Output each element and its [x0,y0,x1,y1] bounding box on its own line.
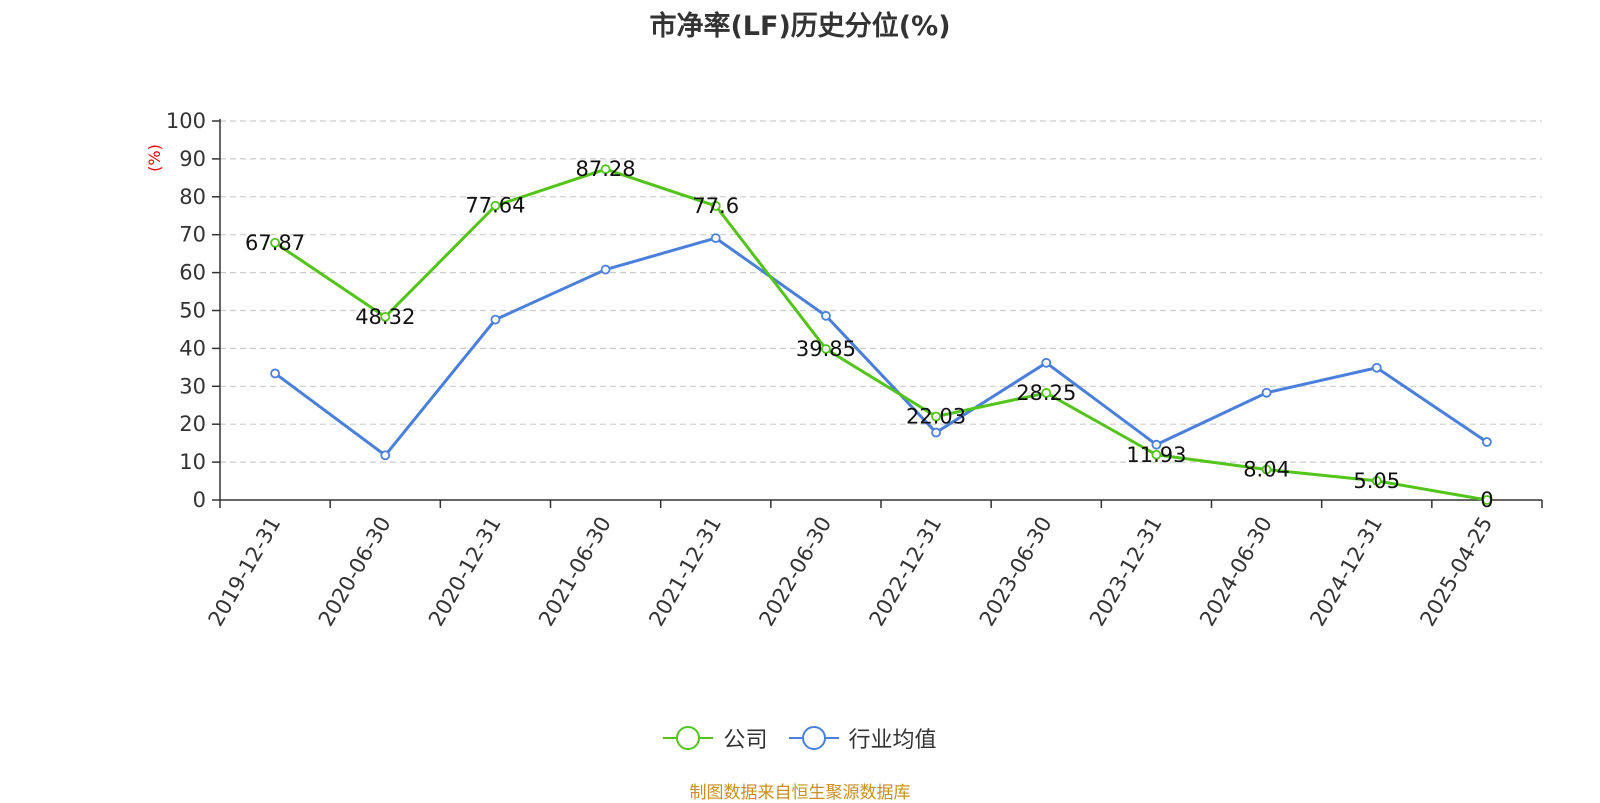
legend-item-company[interactable]: 公司 [663,722,767,754]
data-point-0 [821,344,831,354]
data-point-1 [490,314,501,325]
data-label: 77.64 [465,194,525,218]
y-tick-label: 20 [179,412,206,436]
legend-marker-company [663,726,714,750]
y-tick-label: 90 [179,147,206,171]
data-label: 87.28 [576,157,636,181]
data-point-0 [931,411,941,422]
data-point-0 [380,311,391,322]
data-point-1 [380,450,391,461]
x-tick-label: 2025-04-25 [1415,513,1497,631]
legend: 公司 行业均值 [0,722,1600,755]
data-label: 28.25 [1016,381,1076,405]
data-point-1 [931,427,941,438]
data-point-0 [1041,388,1052,398]
data-label: 67.87 [245,231,305,255]
source-note: 制图数据来自恒生聚源数据库 [689,783,911,803]
x-tick-label: 2020-12-31 [424,513,506,631]
data-label: 0 [1480,488,1493,512]
y-tick-label: 100 [166,109,206,133]
data-label: 5.05 [1353,469,1400,493]
data-label: 77.6 [692,194,739,218]
data-point-0 [710,200,721,211]
y-tick-label: 60 [179,261,206,285]
data-point-1 [1151,439,1162,450]
data-label: 39.85 [796,337,856,361]
data-point-1 [821,310,831,321]
data-point-1 [1482,437,1492,447]
legend-label-industry-avg: 行业均值 [848,728,937,753]
x-tick-label: 2023-06-30 [975,513,1057,631]
data-label: 8.04 [1243,458,1290,482]
data-point-0 [600,164,611,175]
chart-title: 市净率(LF)历史分位(%) [649,11,951,42]
y-tick-label: 30 [179,374,206,398]
legend-marker-industry-avg [788,726,839,750]
legend-label-company: 公司 [723,728,768,753]
x-tick-label: 2022-12-31 [865,513,947,631]
series-line-0 [274,167,1488,502]
data-point-0 [1371,475,1382,486]
y-tick-label: 70 [179,223,206,247]
series-lines [270,164,1492,505]
data-point-0 [1261,464,1272,475]
data-point-0 [490,200,501,211]
data-point-0 [1151,449,1162,460]
x-tick-label: 2022-06-30 [754,513,836,631]
data-point-1 [1041,357,1052,368]
x-tick-label: 2019-12-31 [204,513,286,631]
data-point-1 [270,368,280,379]
grid-lines [220,120,1542,463]
data-point-1 [710,233,721,244]
y-tick-label: 10 [179,450,206,474]
y-tick-label: 50 [179,299,206,323]
data-label: 22.03 [906,405,966,429]
y-tick-label: 0 [193,488,206,512]
x-tick-label: 2024-06-30 [1195,513,1277,631]
series-line-1 [274,236,1488,457]
x-tick-label: 2021-12-31 [644,513,726,631]
data-point-0 [270,237,280,248]
legend-item-industry-avg[interactable]: 行业均值 [788,722,937,754]
x-tick-label: 2024-12-31 [1305,513,1387,631]
y-axis-label: (%) [145,144,164,172]
data-label: 48.32 [355,305,415,329]
x-tick-label: 2021-06-30 [534,513,616,631]
y-tick-label: 40 [179,336,206,360]
x-tick-label: 2023-12-31 [1085,513,1167,631]
axes: 0 10 20 30 40 50 60 70 80 90 100 2019-12-31 2020-06-… [166,109,1543,631]
data-labels: 67.87 48.32 77.64 87.28 77.6 39.85 22.03 28.25 1… [245,157,1494,512]
data-point-1 [1371,362,1382,373]
data-point-1 [1261,387,1272,398]
y-tick-label: 80 [179,185,206,209]
data-point-0 [1482,495,1492,505]
data-label: 11.93 [1126,443,1186,467]
data-point-1 [600,264,611,275]
x-tick-label: 2020-06-30 [314,513,396,631]
